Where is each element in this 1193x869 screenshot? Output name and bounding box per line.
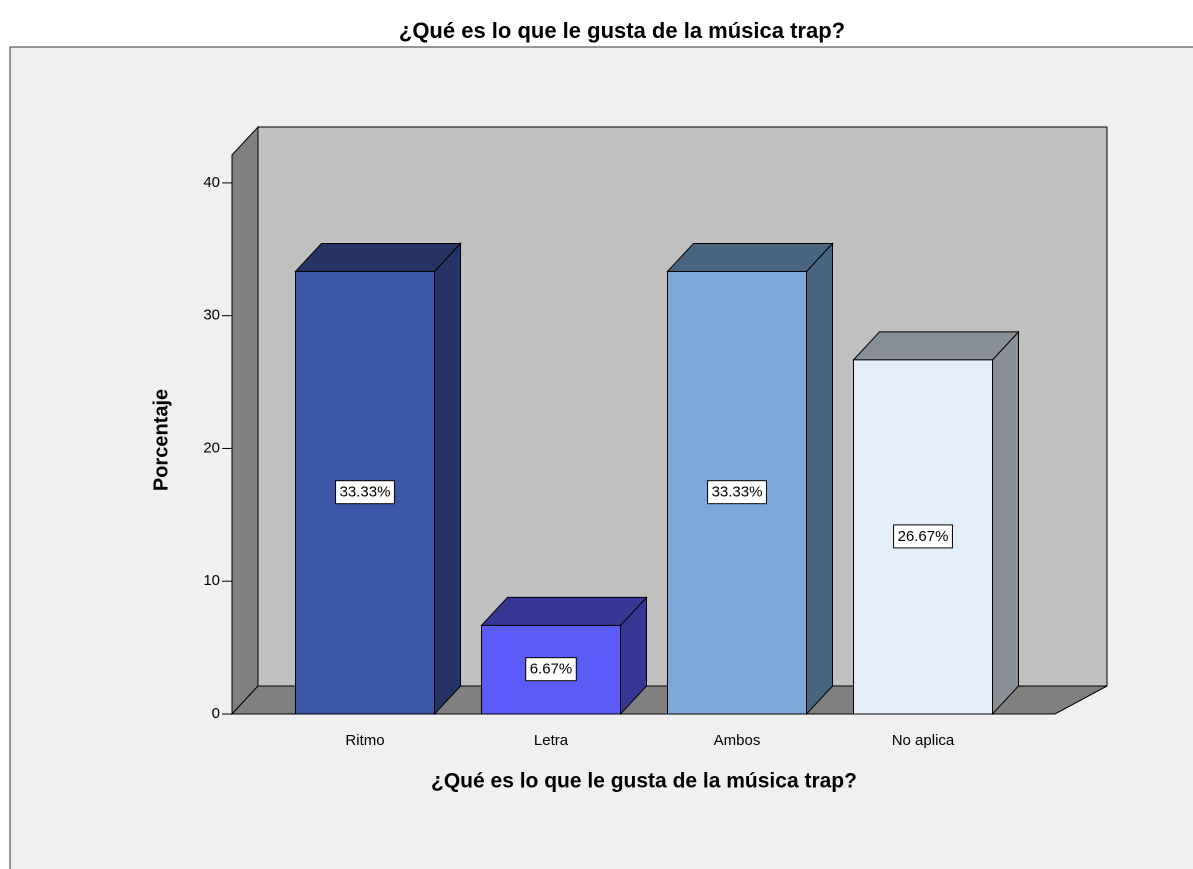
y-axis-title: Porcentaje <box>150 389 172 491</box>
value-label-box <box>525 657 577 682</box>
x-axis-title: ¿Qué es lo que le gusta de la música tra… <box>431 770 857 793</box>
bar-side <box>806 242 833 716</box>
bar-top <box>852 331 1020 361</box>
y-tick-label: 40 <box>203 174 220 191</box>
x-tick-label: Ambos <box>714 732 761 749</box>
x-tick-label: No aplica <box>892 732 955 749</box>
bar-top <box>294 242 462 272</box>
left-wall <box>231 125 259 716</box>
bar-top <box>666 242 834 272</box>
value-label: 6.67% <box>530 661 573 678</box>
value-label-box <box>335 480 395 505</box>
chart-title: ¿Qué es lo que le gusta de la música tra… <box>399 18 845 43</box>
value-label: 26.67% <box>898 528 949 545</box>
x-tick-label: Ritmo <box>345 732 384 749</box>
y-tick-label: 20 <box>203 439 220 456</box>
y-tick-label: 10 <box>203 572 220 589</box>
bar-top <box>480 596 648 626</box>
y-tick-label: 30 <box>203 307 220 324</box>
bar-side <box>992 330 1019 716</box>
value-label: 33.33% <box>712 484 763 501</box>
x-tick-label: Letra <box>534 732 569 749</box>
bar-side <box>434 242 461 716</box>
value-label: 33.33% <box>340 484 391 501</box>
y-tick-label: 0 <box>212 705 220 722</box>
value-label-box <box>707 480 767 505</box>
value-label-box <box>893 524 953 549</box>
